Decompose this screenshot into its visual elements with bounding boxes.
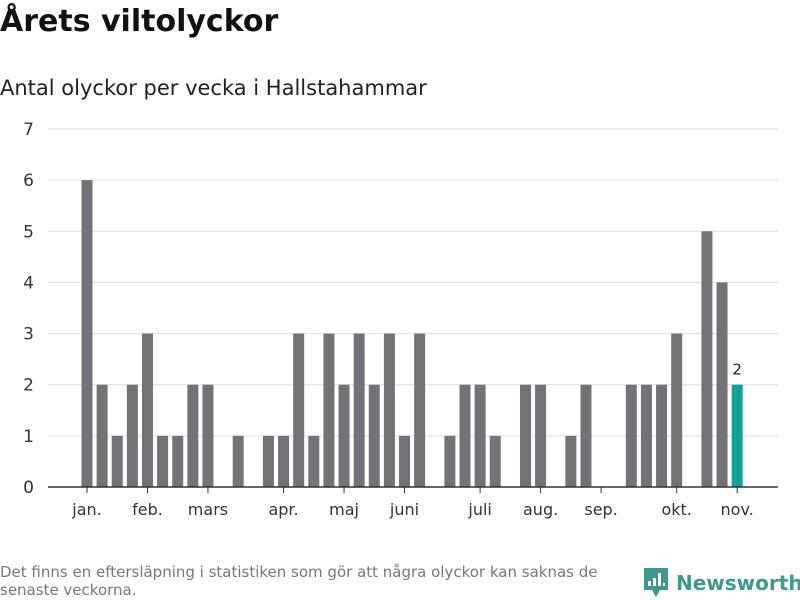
bar-chart: 0 1 2 3 4 5 6 7 jan. feb. mars apr. maj juni juli aug. s… [23, 120, 778, 519]
bar [368, 384, 380, 487]
bar [353, 333, 365, 487]
x-tick-label: feb. [132, 500, 163, 519]
bar [126, 384, 138, 487]
bar [187, 384, 199, 487]
bar [444, 435, 456, 487]
x-tick-label: apr. [268, 500, 298, 519]
x-tick-label: aug. [523, 500, 558, 519]
newsworthy-logo[interactable]: Newsworthy [644, 568, 800, 598]
bar [414, 333, 426, 487]
bar [580, 384, 592, 487]
bar [383, 333, 395, 487]
y-tick-label: 1 [23, 427, 34, 447]
bar [489, 435, 501, 487]
x-tick-label: nov. [721, 500, 754, 519]
bar [716, 282, 728, 487]
bar [459, 384, 471, 487]
bar [111, 435, 123, 487]
bar [278, 435, 290, 487]
bar [474, 384, 486, 487]
y-tick-label: 7 [23, 120, 34, 140]
bar [293, 333, 305, 487]
brand-name: Newsworthy [676, 571, 800, 595]
bar [172, 435, 184, 487]
bar [671, 333, 683, 487]
y-tick-label: 3 [23, 325, 34, 345]
bar [565, 435, 577, 487]
bar [202, 384, 214, 487]
bar [141, 333, 153, 487]
bar [232, 435, 244, 487]
bar [338, 384, 350, 487]
bar [519, 384, 531, 487]
page-title: Årets viltolyckor [0, 4, 279, 39]
y-tick-label: 5 [23, 222, 34, 242]
bar [262, 435, 274, 487]
x-tick-label: jan. [71, 500, 101, 519]
bar [308, 435, 320, 487]
y-tick-label: 6 [23, 171, 34, 191]
data-label: 2 [732, 361, 742, 379]
bar [96, 384, 108, 487]
bar [656, 384, 668, 487]
bar [625, 384, 637, 487]
bar [731, 384, 743, 487]
bar [81, 180, 93, 487]
y-tick-label: 0 [23, 478, 34, 498]
x-tick-label: maj [329, 500, 359, 519]
y-tick-label: 2 [23, 376, 34, 396]
bar [640, 384, 652, 487]
x-tick-label: okt. [661, 500, 691, 519]
y-tick-label: 4 [23, 273, 34, 293]
bar [323, 333, 335, 487]
bar [157, 435, 169, 487]
footnote: Det finns en eftersläpning i statistiken… [0, 563, 598, 599]
x-tick-label: juni [389, 500, 419, 519]
x-tick-label: juli [467, 500, 491, 519]
x-tick-label: mars [188, 500, 228, 519]
bar [399, 435, 411, 487]
bar [701, 231, 713, 487]
x-tick-label: sep. [584, 500, 617, 519]
bar [535, 384, 547, 487]
chart-subtitle: Antal olyckor per vecka i Hallstahammar [0, 76, 427, 100]
newsworthy-logo-icon [644, 568, 668, 597]
